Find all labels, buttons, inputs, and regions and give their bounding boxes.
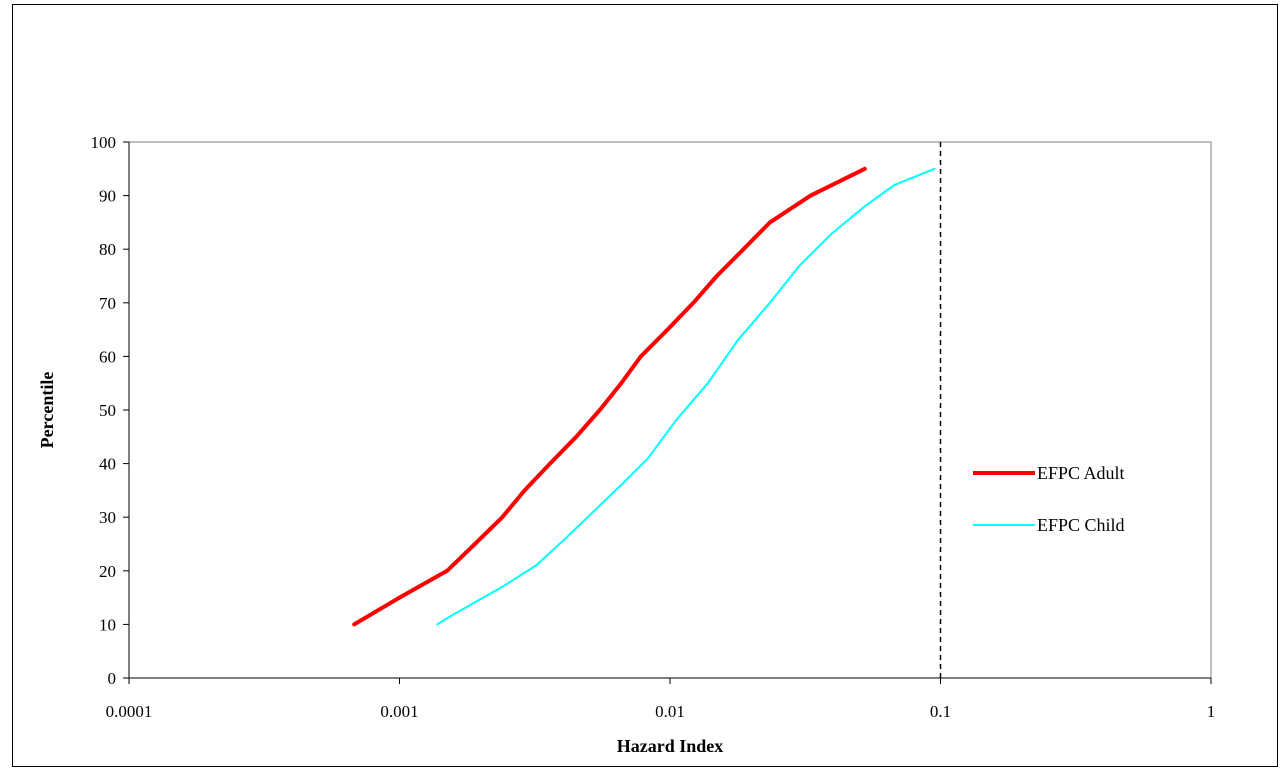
legend-label: EFPC Adult [1037, 463, 1125, 483]
y-tick-label: 50 [99, 401, 116, 420]
legend-label: EFPC Child [1037, 515, 1125, 535]
y-tick-label: 40 [99, 455, 116, 474]
x-tick-label: 0.01 [655, 702, 685, 721]
y-tick-label: 90 [99, 187, 116, 206]
y-tick-label: 80 [99, 240, 116, 259]
y-tick-label: 70 [99, 294, 116, 313]
x-tick-label: 0.1 [930, 702, 951, 721]
series-group [352, 166, 936, 627]
series-line-efpc-child [436, 167, 936, 626]
chart-frame: 0 10 20 30 40 50 60 70 80 90 100 0.0001 0.001 0.01 0.1… [12, 4, 1278, 767]
x-tick-label: 1 [1207, 702, 1216, 721]
y-tick-label: 0 [108, 669, 117, 688]
line-chart: 0 10 20 30 40 50 60 70 80 90 100 0.0001 0.001 0.01 0.1… [37, 133, 1216, 756]
tick-labels: 0 10 20 30 40 50 60 70 80 90 100 0.0001 0.001 0.01 0.1… [91, 133, 1216, 721]
plot-area-border [128, 141, 1212, 679]
y-axis-title: Percentile [37, 372, 57, 449]
legend: EFPC Adult EFPC Child [973, 463, 1125, 535]
axes [123, 141, 1212, 684]
x-tick-label: 0.001 [380, 702, 418, 721]
y-tick-label: 30 [99, 508, 116, 527]
y-tick-label: 100 [91, 133, 117, 152]
y-tick-label: 20 [99, 562, 116, 581]
x-axis-title: Hazard Index [617, 736, 724, 756]
y-tick-label: 10 [99, 615, 116, 634]
series-line-efpc-adult [352, 166, 867, 627]
x-tick-label: 0.0001 [106, 702, 153, 721]
y-tick-label: 60 [99, 347, 116, 366]
